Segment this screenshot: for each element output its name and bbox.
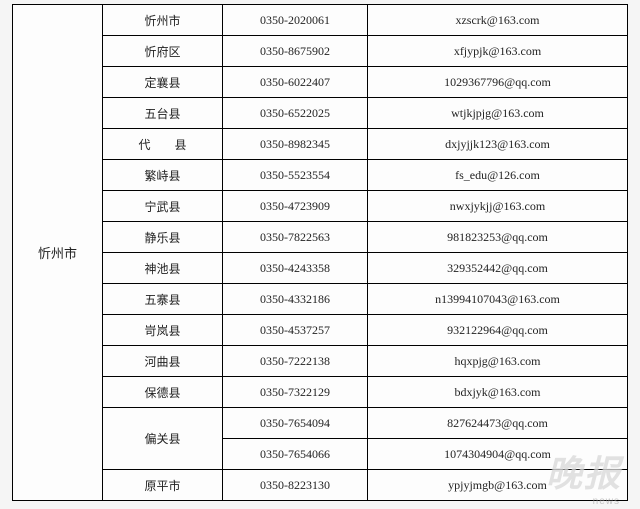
email-cell: fs_edu@126.com — [368, 160, 628, 191]
table-container: 忻州市忻州市0350-2020061xzscrk@163.com忻府区0350-… — [0, 0, 640, 505]
phone-cell: 0350-2020061 — [223, 5, 368, 36]
email-cell: xfjypjk@163.com — [368, 36, 628, 67]
table-row: 五台县0350-6522025wtjkjpjg@163.com — [13, 98, 628, 129]
email-cell: 827624473@qq.com — [368, 408, 628, 439]
area-cell: 忻州市 — [103, 5, 223, 36]
email-cell: ypjyjmgb@163.com — [368, 470, 628, 501]
area-cell: 神池县 — [103, 253, 223, 284]
table-row: 岢岚县0350-4537257932122964@qq.com — [13, 315, 628, 346]
phone-cell: 0350-4537257 — [223, 315, 368, 346]
table-row: 定襄县0350-60224071029367796@qq.com — [13, 67, 628, 98]
area-cell: 偏关县 — [103, 408, 223, 470]
email-cell: dxjyjjk123@163.com — [368, 129, 628, 160]
area-cell: 河曲县 — [103, 346, 223, 377]
area-cell: 定襄县 — [103, 67, 223, 98]
region-cell: 忻州市 — [13, 5, 103, 501]
area-cell: 五寨县 — [103, 284, 223, 315]
area-cell: 岢岚县 — [103, 315, 223, 346]
area-cell: 繁峙县 — [103, 160, 223, 191]
email-cell: xzscrk@163.com — [368, 5, 628, 36]
table-row: 宁武县0350-4723909nwxjykjj@163.com — [13, 191, 628, 222]
table-row: 神池县0350-4243358329352442@qq.com — [13, 253, 628, 284]
table-row: 繁峙县0350-5523554fs_edu@126.com — [13, 160, 628, 191]
area-cell: 代 县 — [103, 129, 223, 160]
table-row: 偏关县0350-7654094827624473@qq.com — [13, 408, 628, 439]
email-cell: hqxpjg@163.com — [368, 346, 628, 377]
email-cell: 1029367796@qq.com — [368, 67, 628, 98]
table-row: 忻府区0350-8675902xfjypjk@163.com — [13, 36, 628, 67]
phone-cell: 0350-7222138 — [223, 346, 368, 377]
email-cell: 329352442@qq.com — [368, 253, 628, 284]
table-row: 忻州市忻州市0350-2020061xzscrk@163.com — [13, 5, 628, 36]
table-row: 五寨县0350-4332186n13994107043@163.com — [13, 284, 628, 315]
area-cell: 原平市 — [103, 470, 223, 501]
table-row: 河曲县0350-7222138hqxpjg@163.com — [13, 346, 628, 377]
email-cell: wtjkjpjg@163.com — [368, 98, 628, 129]
phone-cell: 0350-4243358 — [223, 253, 368, 284]
phone-cell: 0350-4723909 — [223, 191, 368, 222]
phone-cell: 0350-8982345 — [223, 129, 368, 160]
phone-cell: 0350-8223130 — [223, 470, 368, 501]
area-cell: 静乐县 — [103, 222, 223, 253]
area-cell: 五台县 — [103, 98, 223, 129]
email-cell: 981823253@qq.com — [368, 222, 628, 253]
table-row: 保德县0350-7322129bdxjyk@163.com — [13, 377, 628, 408]
table-row: 代 县0350-8982345dxjyjjk123@163.com — [13, 129, 628, 160]
area-cell: 保德县 — [103, 377, 223, 408]
table-row: 原平市0350-8223130ypjyjmgb@163.com — [13, 470, 628, 501]
phone-cell: 0350-5523554 — [223, 160, 368, 191]
email-cell: 1074304904@qq.com — [368, 439, 628, 470]
table-row: 静乐县0350-7822563981823253@qq.com — [13, 222, 628, 253]
area-cell: 忻府区 — [103, 36, 223, 67]
phone-cell: 0350-7822563 — [223, 222, 368, 253]
email-cell: n13994107043@163.com — [368, 284, 628, 315]
email-cell: nwxjykjj@163.com — [368, 191, 628, 222]
area-cell: 宁武县 — [103, 191, 223, 222]
email-cell: bdxjyk@163.com — [368, 377, 628, 408]
table-body: 忻州市忻州市0350-2020061xzscrk@163.com忻府区0350-… — [13, 5, 628, 501]
email-cell: 932122964@qq.com — [368, 315, 628, 346]
contact-table: 忻州市忻州市0350-2020061xzscrk@163.com忻府区0350-… — [12, 4, 628, 501]
phone-cell: 0350-7654066 — [223, 439, 368, 470]
phone-cell: 0350-4332186 — [223, 284, 368, 315]
phone-cell: 0350-6022407 — [223, 67, 368, 98]
phone-cell: 0350-7322129 — [223, 377, 368, 408]
phone-cell: 0350-7654094 — [223, 408, 368, 439]
phone-cell: 0350-6522025 — [223, 98, 368, 129]
phone-cell: 0350-8675902 — [223, 36, 368, 67]
